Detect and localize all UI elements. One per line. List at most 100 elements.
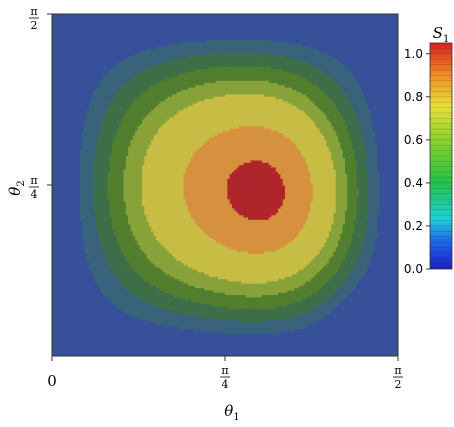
- contour-cell: [148, 330, 152, 334]
- contour-cell: [141, 335, 145, 339]
- contour-cell: [324, 324, 328, 327]
- contour-cell: [257, 342, 261, 346]
- contour-cell: [100, 319, 104, 323]
- contour-cell: [125, 312, 129, 316]
- contour-cell: [261, 337, 265, 341]
- contour-cell: [183, 324, 187, 327]
- contour-cell: [181, 319, 185, 323]
- contour-cell: [178, 314, 182, 318]
- contour-cell: [195, 330, 198, 334]
- contour-cell: [275, 330, 279, 334]
- contour-cell: [169, 337, 173, 341]
- contour-cell: [211, 335, 215, 339]
- contour-cell: [289, 337, 293, 341]
- contour-cell: [296, 324, 300, 327]
- contour-cell: [148, 335, 152, 339]
- contour-cell: [245, 333, 249, 337]
- contour-cell: [278, 324, 281, 327]
- contour-cell: [273, 342, 277, 346]
- contour-cell: [197, 324, 201, 327]
- contour-cell: [294, 333, 298, 337]
- contour-cell: [298, 321, 302, 325]
- contour-cell: [218, 328, 221, 332]
- contour-cell: [192, 328, 196, 332]
- contour-cell: [111, 321, 115, 325]
- contour-cell: [201, 328, 205, 332]
- contour-cell: [151, 328, 155, 332]
- contour-cell: [227, 328, 231, 332]
- contour-cell: [264, 324, 268, 327]
- contour-cell: [137, 330, 141, 334]
- contour-cell: [192, 319, 196, 323]
- contour-cell: [268, 335, 272, 339]
- contour-cell: [222, 333, 226, 337]
- contour-cell: [192, 326, 196, 330]
- contour-cell: [121, 324, 125, 327]
- contour-cell: [250, 319, 254, 323]
- contour-cell: [250, 324, 254, 327]
- contour-cell: [109, 326, 113, 330]
- contour-cell: [222, 330, 226, 334]
- contour-cell: [192, 333, 196, 337]
- contour-cell: [215, 317, 219, 321]
- contour-cell: [204, 321, 208, 325]
- contour-cell: [314, 333, 318, 337]
- contour-cell: [252, 344, 256, 348]
- contour-cell: [298, 326, 302, 330]
- contour-cell: [128, 324, 132, 327]
- contour-cell: [160, 324, 164, 327]
- contour-cell: [139, 326, 143, 330]
- contour-cell: [167, 335, 171, 339]
- contour-cell: [241, 340, 245, 343]
- contour-cell: [171, 317, 175, 321]
- contour-cell: [252, 319, 256, 323]
- contour-cell: [151, 312, 155, 316]
- contour-cell: [303, 337, 307, 341]
- contour-cell: [261, 344, 265, 348]
- contour-cell: [204, 340, 208, 343]
- contour-cell: [125, 314, 129, 318]
- contour-cell: [305, 330, 309, 334]
- contour-cell: [144, 312, 148, 316]
- contour-cell: [123, 314, 127, 318]
- contour-cell: [284, 330, 288, 334]
- contour-cell: [158, 337, 162, 341]
- contour-cell: [305, 321, 309, 325]
- contour-cell: [215, 326, 219, 330]
- contour-cell: [135, 328, 138, 332]
- contour-cell: [176, 330, 180, 334]
- contour-cell: [273, 340, 277, 343]
- contour-cell: [271, 326, 275, 330]
- contour-cell: [245, 317, 249, 321]
- contour-cell: [213, 319, 217, 323]
- contour-cell: [188, 314, 191, 318]
- contour-cell: [158, 314, 162, 318]
- contour-cell: [132, 317, 136, 321]
- contour-cell: [287, 335, 291, 339]
- contour-cell: [183, 319, 187, 323]
- contour-cell: [213, 340, 217, 343]
- contour-cell: [298, 333, 302, 337]
- contour-cell: [162, 317, 166, 321]
- contour-cell: [130, 321, 134, 325]
- contour-cell: [204, 330, 208, 334]
- contour-cell: [308, 326, 311, 330]
- contour-cell: [144, 326, 148, 330]
- contour-cell: [264, 328, 268, 332]
- contour-cell: [278, 317, 281, 321]
- contour-cell: [266, 317, 270, 321]
- contour-cell: [268, 328, 272, 332]
- contour-cell: [188, 324, 191, 327]
- contour-cell: [238, 317, 242, 321]
- contour-cell: [105, 314, 108, 318]
- contour-cell: [139, 321, 143, 325]
- contour-cell: [333, 317, 337, 321]
- contour-cell: [252, 326, 256, 330]
- contour-cell: [183, 317, 187, 321]
- contour-cell: [206, 335, 210, 339]
- contour-cell: [275, 319, 279, 323]
- contour-cell: [199, 328, 203, 332]
- contour-cell: [296, 328, 300, 332]
- contour-cell: [234, 317, 238, 321]
- contour-cell: [271, 335, 275, 339]
